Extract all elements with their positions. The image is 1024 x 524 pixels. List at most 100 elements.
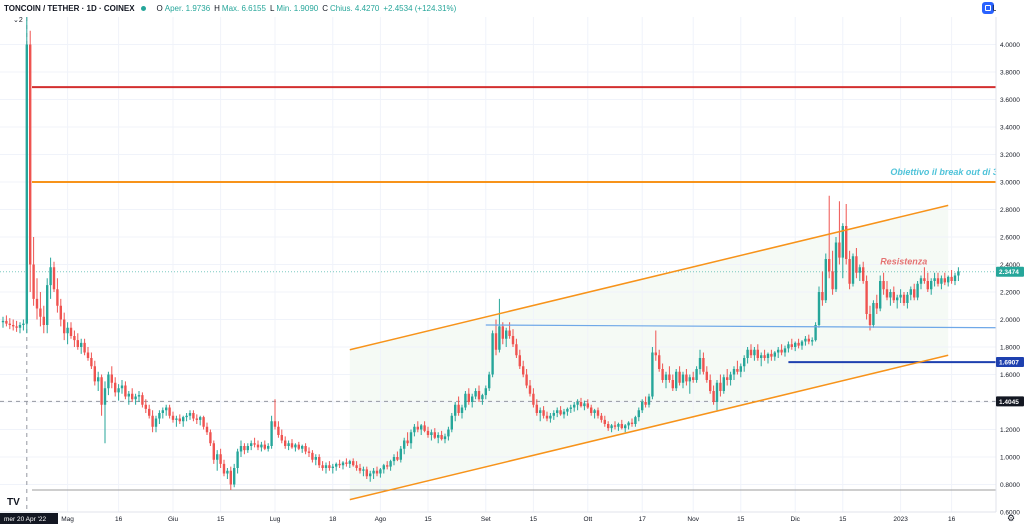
candle-body — [681, 374, 685, 383]
candle-body — [52, 267, 56, 290]
candle-body — [848, 259, 851, 284]
candle-body — [100, 377, 103, 405]
candle-body — [627, 422, 630, 426]
candle-body — [260, 444, 263, 448]
candle-body — [467, 393, 470, 402]
candle-body — [668, 374, 671, 380]
candle-body — [39, 308, 42, 317]
candle-body — [66, 327, 69, 334]
candle-body — [862, 267, 865, 281]
channel-fill — [349, 205, 949, 500]
price-label-box — [996, 396, 1024, 407]
candle-body — [386, 465, 389, 467]
candle-body — [882, 281, 885, 290]
candle-body — [195, 418, 198, 420]
candle-body — [896, 297, 899, 301]
candle-body — [957, 271, 960, 276]
candle-body — [950, 276, 953, 281]
candle-body — [498, 326, 501, 350]
candle-body — [443, 436, 447, 440]
candle-body — [311, 452, 314, 460]
candle-body — [15, 326, 18, 328]
candle-body — [695, 369, 698, 380]
candle-body — [522, 366, 525, 375]
candle-body — [664, 374, 668, 380]
candle-body — [739, 366, 742, 372]
candle-body — [165, 407, 168, 411]
candle-body — [726, 377, 729, 380]
candle-body — [913, 289, 916, 298]
candle-body — [919, 278, 923, 284]
candle-body — [263, 444, 266, 449]
candle-body — [362, 469, 365, 471]
candle-body — [454, 404, 457, 416]
candle-body — [144, 404, 147, 409]
candle-body — [141, 395, 144, 405]
candle-body — [464, 393, 467, 408]
candle-body — [746, 349, 749, 358]
y-tick-label: 2.6000 — [1000, 235, 1020, 242]
candle-body — [290, 443, 294, 448]
candle-body — [151, 415, 154, 427]
candle-body — [284, 440, 287, 446]
candle-body — [314, 457, 317, 460]
candle-body — [586, 403, 589, 408]
candle-body — [600, 415, 603, 420]
candle-body — [209, 432, 212, 444]
candle-body — [379, 469, 382, 474]
chevron-down-icon: ⌄ — [13, 17, 19, 24]
candle-body — [838, 242, 841, 258]
gear-icon[interactable]: ⚙ — [1007, 513, 1015, 523]
candle-body — [212, 443, 215, 460]
candle-body — [902, 294, 906, 303]
candle-body — [620, 424, 623, 429]
candle-body — [236, 451, 239, 468]
candle-body — [243, 446, 246, 451]
candle-body — [491, 333, 494, 375]
candle-body — [239, 446, 243, 452]
candle-body — [250, 443, 253, 446]
candle-body — [406, 440, 409, 444]
candle-body — [90, 358, 93, 367]
cursor-date-label: mer 20 Apr '22 — [4, 516, 46, 523]
candle-body — [909, 289, 912, 295]
candle-body — [688, 377, 691, 382]
channel-upper-line — [349, 204, 949, 351]
candle-body — [8, 323, 11, 325]
x-tick-label: 15 — [424, 516, 432, 523]
candle-body — [63, 319, 66, 334]
candle-body — [562, 411, 566, 415]
candle-body — [484, 388, 487, 396]
pane-badge[interactable]: ⌄2 — [13, 16, 23, 24]
fullscreen-toggle-icon[interactable] — [982, 2, 994, 14]
x-tick-label: Dic — [791, 516, 801, 523]
candle-body — [369, 473, 372, 477]
candle-body — [304, 446, 307, 452]
candle-body — [328, 465, 331, 468]
candle-body — [892, 292, 895, 301]
symbol-title[interactable]: TONCOIN / TETHER · 1D · COINEX — [4, 3, 135, 13]
candle-body — [634, 417, 637, 424]
candle-body — [25, 44, 28, 324]
candle-body — [358, 468, 362, 471]
candle-body — [749, 349, 753, 356]
candle-body — [644, 402, 647, 405]
y-tick-label: 3.0000 — [1000, 180, 1020, 187]
candle-body — [171, 415, 175, 420]
candle-body — [148, 408, 151, 416]
candle-body — [348, 461, 351, 464]
candle-body — [389, 461, 392, 467]
candle-body — [107, 374, 110, 389]
y-tick-label: 3.8000 — [1000, 70, 1020, 77]
candle-body — [851, 256, 855, 284]
candle-body — [579, 402, 583, 407]
candle-body — [518, 355, 521, 367]
candle-body — [471, 396, 474, 402]
candle-body — [331, 466, 334, 468]
candle-body — [753, 349, 756, 356]
candle-body — [787, 344, 790, 349]
price-label: 2.3474 — [999, 269, 1019, 276]
candle-body — [841, 226, 844, 258]
